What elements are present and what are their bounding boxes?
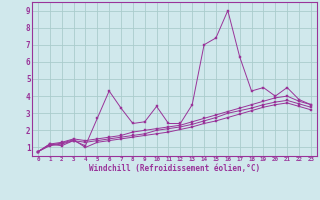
X-axis label: Windchill (Refroidissement éolien,°C): Windchill (Refroidissement éolien,°C) — [89, 164, 260, 173]
